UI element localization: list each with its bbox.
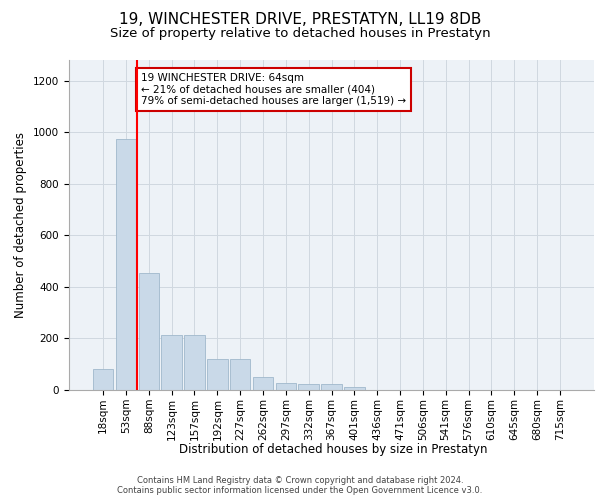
Bar xyxy=(139,272,159,390)
Bar xyxy=(207,359,227,390)
Text: Size of property relative to detached houses in Prestatyn: Size of property relative to detached ho… xyxy=(110,28,490,40)
Text: Distribution of detached houses by size in Prestatyn: Distribution of detached houses by size … xyxy=(179,442,487,456)
Bar xyxy=(116,138,136,390)
Bar xyxy=(344,387,365,390)
Bar xyxy=(298,384,319,390)
Bar xyxy=(230,359,250,390)
Bar xyxy=(184,334,205,390)
Bar xyxy=(321,384,342,390)
Bar xyxy=(275,383,296,390)
Bar xyxy=(253,377,273,390)
Bar xyxy=(93,370,113,390)
Text: Contains HM Land Registry data © Crown copyright and database right 2024.
Contai: Contains HM Land Registry data © Crown c… xyxy=(118,476,482,495)
Text: 19 WINCHESTER DRIVE: 64sqm
← 21% of detached houses are smaller (404)
79% of sem: 19 WINCHESTER DRIVE: 64sqm ← 21% of deta… xyxy=(141,73,406,106)
Text: 19, WINCHESTER DRIVE, PRESTATYN, LL19 8DB: 19, WINCHESTER DRIVE, PRESTATYN, LL19 8D… xyxy=(119,12,481,28)
Y-axis label: Number of detached properties: Number of detached properties xyxy=(14,132,28,318)
Bar xyxy=(161,334,182,390)
